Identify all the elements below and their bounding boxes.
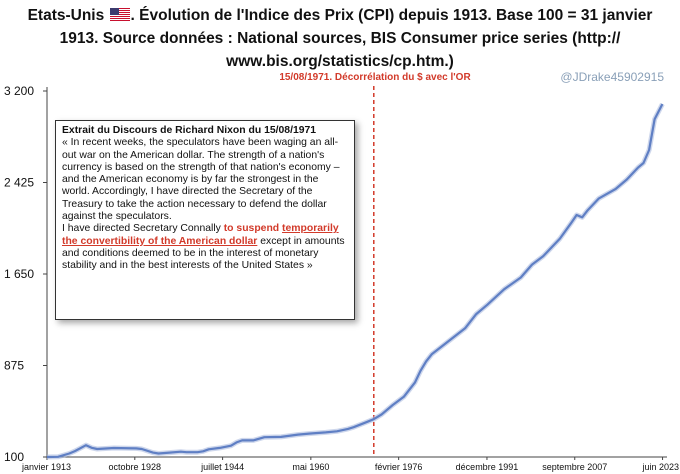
title-line2: 1913. Source données : National sources,… — [59, 30, 621, 47]
title-line1-pre: Etats-Unis — [27, 7, 105, 24]
x-tick-label: mai 1960 — [292, 462, 329, 472]
quote-para2-start: I have directed Secretary Connally — [62, 223, 224, 235]
title-line3: www.bis.org/statistics/cp.htm.) — [226, 53, 454, 70]
quote-paragraph-2: I have directed Secretary Connally to su… — [62, 223, 348, 272]
quote-heading: Extrait du Discours de Richard Nixon du … — [62, 125, 317, 136]
author-credit: @JDrake45902915 — [560, 70, 664, 84]
x-tick-label: décembre 1991 — [456, 462, 519, 472]
quote-para2-end: except in amounts and conditions deemed … — [62, 235, 345, 272]
vline-annotation: 15/08/1971. Décorrélation du $ avec l'OR — [279, 72, 471, 83]
quote-highlight-1: to suspend — [223, 223, 280, 235]
quote-highlight-2: temporarily the convertibility of the Am… — [62, 223, 339, 247]
title-line1-post: . Évolution de l'Indice des Prix (CPI) d… — [130, 7, 653, 24]
us-flag-icon — [109, 8, 130, 21]
x-tick-label: juillet 1944 — [200, 462, 244, 472]
y-tick-label: 1 650 — [4, 267, 34, 281]
x-tick-label: février 1976 — [375, 462, 423, 472]
nixon-quote-box: Extrait du Discours de Richard Nixon du … — [55, 120, 355, 320]
x-tick-label: octobre 1928 — [109, 462, 162, 472]
y-tick-label: 100 — [4, 450, 24, 464]
y-tick-label: 3 200 — [4, 84, 34, 98]
y-tick-label: 875 — [4, 359, 24, 373]
x-tick-label: septembre 2007 — [542, 462, 607, 472]
series-line-cpi — [46, 103, 664, 459]
chart-title: Etats-Unis . Évolution de l'Indice des P… — [0, 4, 680, 73]
y-tick-label: 2 425 — [4, 176, 34, 190]
quote-paragraph-1: « In recent weeks, the speculators have … — [62, 137, 340, 223]
x-tick-label: juin 2023 — [641, 462, 679, 472]
x-tick-label: janvier 1913 — [21, 462, 71, 472]
